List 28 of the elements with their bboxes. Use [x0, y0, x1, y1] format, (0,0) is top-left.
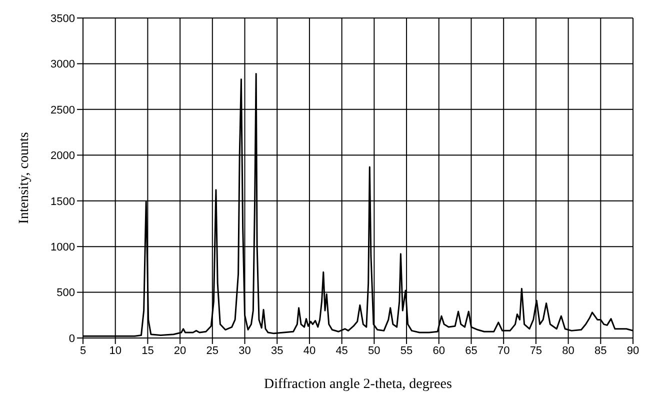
- x-axis-title: Diffraction angle 2-theta, degrees: [264, 377, 452, 392]
- x-tick-label: 50: [368, 344, 380, 357]
- x-tick-label: 65: [465, 344, 478, 357]
- y-tick-label: 1500: [50, 196, 75, 208]
- x-tick-label: 25: [206, 344, 219, 357]
- x-tick-label: 10: [109, 344, 122, 357]
- x-tick-label: 35: [270, 344, 284, 357]
- y-tick-label: 3000: [50, 58, 75, 71]
- x-tick-label: 85: [594, 344, 607, 357]
- x-tick-label: 75: [530, 344, 542, 357]
- x-tick-label: 80: [562, 344, 574, 357]
- x-tick-label: 90: [626, 344, 640, 357]
- x-tick-label: 45: [336, 344, 348, 357]
- x-tick-label: 55: [400, 344, 413, 357]
- x-tick-label: 30: [238, 344, 251, 357]
- x-tick-label: 40: [303, 344, 316, 357]
- y-tick-label: 2500: [50, 104, 75, 116]
- x-tick-label: 60: [432, 344, 446, 357]
- x-tick-label: 70: [497, 344, 510, 357]
- x-tick-label: 15: [142, 344, 154, 357]
- y-axis-title: Intensity, counts: [16, 132, 32, 224]
- y-tick-label: 1000: [50, 241, 75, 254]
- x-tick-label: 5: [80, 344, 86, 357]
- y-tick-label: 0: [68, 332, 75, 345]
- y-tick-label: 500: [56, 287, 75, 300]
- x-tick-label: 20: [174, 344, 186, 357]
- y-tick-label: 2000: [50, 150, 75, 162]
- y-tick-label: 3500: [50, 12, 75, 25]
